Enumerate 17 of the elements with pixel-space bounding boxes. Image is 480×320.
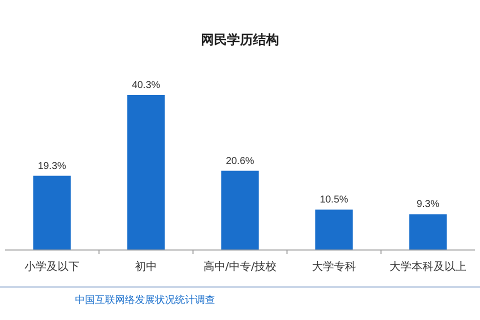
bar	[33, 176, 71, 250]
chart-title: 网民学历结构	[201, 33, 279, 48]
bar	[221, 170, 259, 250]
data-label: 9.3%	[416, 199, 440, 210]
x-tick-label: 大学专科	[312, 260, 356, 273]
x-tick-label: 高中/中专/技校	[203, 260, 277, 273]
bar	[315, 210, 353, 250]
bar	[409, 214, 447, 250]
data-label: 20.6%	[226, 156, 254, 167]
data-label: 10.5%	[320, 194, 348, 206]
x-tick-label: 大学本科及以上	[390, 260, 466, 273]
x-tick-label: 初中	[135, 260, 157, 273]
data-label: 40.3%	[132, 80, 160, 91]
x-tick-label: 小学及以下	[24, 260, 80, 273]
data-label: 19.3%	[38, 160, 66, 172]
text: 中国互联网络发展状况统计调查	[75, 294, 215, 306]
bar	[127, 95, 165, 250]
